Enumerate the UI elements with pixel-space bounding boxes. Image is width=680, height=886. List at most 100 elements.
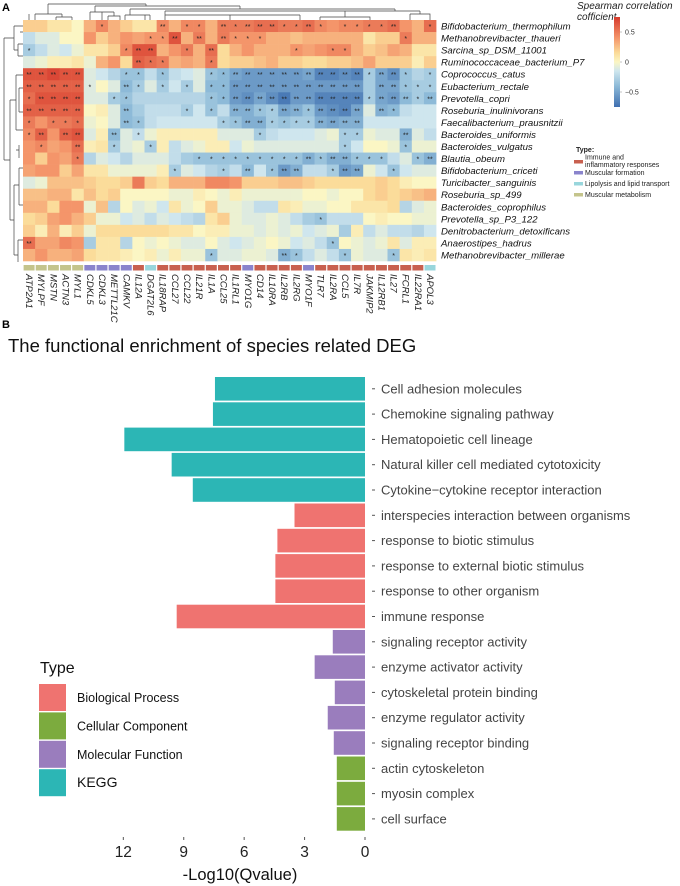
type-legend-label: inflammatory responses [585,162,660,169]
heatmap-cell [229,44,242,57]
heatmap-cell [47,164,60,177]
heatmap-cell [387,236,400,250]
heatmap-cell [83,236,97,250]
significance-mark: ** [342,169,348,176]
heatmap-cell [59,92,72,105]
heatmap-cell [180,140,194,153]
heatmap-cell [423,152,437,165]
heatmap-cell [290,80,303,93]
column-label: APOL3 [424,273,435,305]
row-label: Bacteroides_uniformis [441,130,536,141]
column-type-swatch [254,265,266,271]
heatmap-cell [326,152,340,165]
significance-mark: * [28,96,31,103]
heatmap-cell [253,176,267,189]
heatmap-cell [217,188,230,202]
column-label: IL10RA [266,274,277,306]
heatmap-cell [83,140,97,153]
heatmap-cell [399,188,413,202]
heatmap-cell [95,140,109,153]
significance-mark: ** [26,72,32,79]
column-type-swatch [84,265,96,271]
column-type-swatch [23,265,35,271]
row-label: Bifidobacterium_criceti [441,166,538,177]
heatmap-cell [120,164,133,177]
significance-mark: * [28,120,31,127]
significance-mark: * [246,157,249,164]
bar [334,680,365,705]
bar [214,377,365,401]
heatmap-cell [375,80,388,93]
heatmap-cell [351,212,364,226]
heatmap-cell [241,248,255,262]
heatmap-cell [375,188,388,202]
heatmap-cell [59,128,72,141]
heatmap-cell [35,104,48,117]
significance-mark: * [222,72,225,79]
significance-mark: * [101,24,104,31]
heatmap-cell [71,116,85,129]
heatmap-cell [168,56,182,69]
heatmap-cell [217,92,230,105]
significance-mark: ** [124,84,130,91]
heatmap-cell [399,56,413,69]
bar-legend-title: Type [40,660,75,677]
heatmap-cell [314,140,328,153]
heatmap-cell [168,164,182,177]
heatmap-cell [217,164,230,177]
row-label: Methanobrevibacter_millerae [441,250,565,261]
heatmap-cell [241,176,255,189]
heatmap-cell [205,32,218,45]
significance-mark: * [174,169,177,176]
bar [277,528,365,553]
heatmap-cell [193,140,206,153]
heatmap-cell [108,80,121,93]
category-label: cell surface [381,811,447,826]
significance-mark: * [295,253,298,260]
bar-legend-swatch [39,712,66,740]
heatmap-cell [95,32,109,45]
heatmap-cell [47,188,60,202]
significance-mark: ** [318,120,324,127]
column-label: IL2RB [278,274,289,301]
heatmap-cell [23,56,36,69]
significance-mark: * [210,84,213,91]
column-type-swatch [230,265,242,271]
heatmap-cell [351,164,364,177]
heatmap-cell [423,92,437,105]
heatmap-cell [47,200,60,214]
colorbar-legend: Spearman correlation cofficient 0.5 0 −0.5 [577,1,673,107]
row-label: Anaerostipes_hadrus [440,238,532,249]
significance-mark: * [28,48,31,55]
heatmap-cell [229,92,242,105]
significance-mark: ** [294,169,300,176]
heatmap-cell [217,32,230,45]
significance-mark: ** [342,120,348,127]
heatmap-cell [375,200,388,214]
heatmap-cell [205,236,218,250]
heatmap-cell [59,152,72,165]
heatmap-cell [338,248,352,262]
heatmap-cell [193,32,206,45]
heatmap-cell [83,116,97,129]
heatmap-cell [132,20,145,33]
significance-mark: * [404,72,407,79]
heatmap-cell [266,92,279,105]
significance-mark: ** [245,108,251,115]
heatmap-cell [302,224,315,238]
heatmap-cell [290,200,303,214]
heatmap-cell [83,56,97,69]
heatmap-cell [59,224,72,238]
heatmap-cell [423,188,437,202]
heatmap-cell [375,104,388,117]
significance-mark: ** [257,96,263,103]
heatmap-cell [35,56,48,69]
significance-mark: ** [294,72,300,79]
heatmap-cell [132,224,145,238]
heatmap-cell [411,152,425,165]
significance-mark: * [137,120,140,127]
heatmap-cell [108,68,121,81]
column-type-swatch [339,265,351,271]
column-label: MYO1F [303,274,314,308]
column-dendrogram [28,3,431,20]
